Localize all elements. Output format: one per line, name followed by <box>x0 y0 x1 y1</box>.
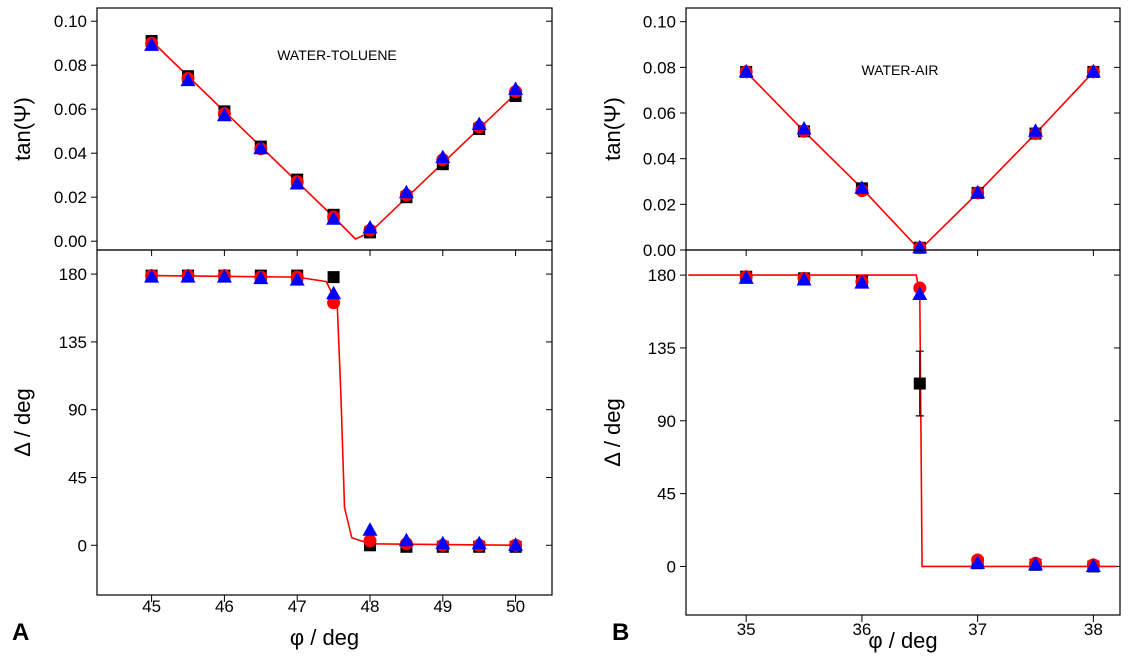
y-tick-label: 135 <box>59 333 87 352</box>
y-tick-label: 180 <box>59 265 87 284</box>
fit-line <box>151 40 517 240</box>
triangle-marker <box>1085 63 1101 78</box>
triangle-marker <box>144 269 160 283</box>
y-tick-label: 0 <box>78 536 87 555</box>
x-tick-label: 38 <box>1084 620 1103 639</box>
fit-line <box>688 274 1117 568</box>
y-tick-label: 0.10 <box>54 12 87 31</box>
triangle-marker <box>398 532 414 547</box>
y-tick-label: 0.02 <box>643 195 676 214</box>
triangle-marker <box>326 211 342 225</box>
y-tick-label: 45 <box>657 485 676 504</box>
y-tick-label: 0.00 <box>643 241 676 260</box>
triangle-marker <box>435 535 451 550</box>
plot-frame <box>685 249 1121 616</box>
x-axis-label: φ / deg <box>868 628 937 653</box>
triangle-marker <box>796 121 812 135</box>
triangle-marker <box>1028 556 1044 571</box>
x-axis-label: φ / deg <box>290 625 359 650</box>
triangle-marker <box>144 37 160 51</box>
annotation: WATER-AIR <box>862 62 939 78</box>
y-axis-label: Δ / deg <box>600 398 625 467</box>
x-tick-label: 48 <box>361 597 380 616</box>
y-tick-label: 90 <box>657 412 676 431</box>
circle-marker <box>363 534 377 548</box>
triangle-marker <box>216 269 232 283</box>
triangle-marker <box>362 522 378 536</box>
x-tick-label: 35 <box>737 620 756 639</box>
y-tick-label: 0.10 <box>643 13 676 32</box>
annotation: WATER-TOLUENE <box>277 47 397 63</box>
x-tick-label: 50 <box>506 597 525 616</box>
triangle-marker <box>1028 123 1044 137</box>
triangle-marker <box>854 180 870 194</box>
y-axis-label: tan(Ψ) <box>600 97 625 161</box>
x-tick-label: 45 <box>142 597 161 616</box>
triangle-marker <box>970 184 986 199</box>
x-tick-label: 49 <box>433 597 452 616</box>
y-axis-label: tan(Ψ) <box>10 97 35 161</box>
triangle-marker <box>398 184 414 199</box>
y-tick-label: 45 <box>68 468 87 487</box>
triangle-marker <box>738 63 754 78</box>
triangle-marker <box>796 271 812 286</box>
y-tick-label: 180 <box>648 266 676 285</box>
panel-label: A <box>12 619 29 646</box>
triangle-marker <box>253 270 269 285</box>
square-marker <box>327 271 340 284</box>
y-tick-label: 135 <box>648 339 676 358</box>
fit-line <box>745 71 1094 252</box>
x-tick-label: 37 <box>968 620 987 639</box>
triangle-marker <box>362 220 378 234</box>
y-tick-label: 90 <box>68 401 87 420</box>
plot-frame <box>96 249 553 596</box>
x-tick-label: 36 <box>852 620 871 639</box>
triangle-marker <box>289 176 305 190</box>
triangle-marker <box>738 270 754 284</box>
triangle-marker <box>970 555 986 569</box>
triangle-marker <box>180 72 196 87</box>
triangle-marker <box>912 286 928 301</box>
square-marker <box>913 377 926 390</box>
triangle-marker <box>854 275 870 289</box>
triangle-marker <box>471 535 487 550</box>
triangle-marker <box>289 272 305 286</box>
triangle-marker <box>326 285 342 300</box>
plot-frame <box>685 7 1121 251</box>
triangle-marker <box>435 149 451 164</box>
y-tick-label: 0.08 <box>54 56 87 75</box>
x-tick-label: 46 <box>215 597 234 616</box>
circle-marker <box>327 296 341 310</box>
y-tick-label: 0 <box>667 557 676 576</box>
x-tick-label: 47 <box>288 597 307 616</box>
y-axis-label: Δ / deg <box>10 388 35 457</box>
y-tick-label: 0.06 <box>54 100 87 119</box>
y-tick-label: 0.08 <box>643 58 676 77</box>
triangle-marker <box>216 107 232 122</box>
y-tick-label: 0.04 <box>643 150 676 169</box>
y-tick-label: 0.06 <box>643 104 676 123</box>
triangle-marker <box>180 269 196 283</box>
triangle-marker <box>1085 558 1101 572</box>
triangle-marker <box>508 81 524 95</box>
y-tick-label: 0.00 <box>54 232 87 251</box>
y-tick-label: 0.04 <box>54 144 87 163</box>
triangle-marker <box>253 140 269 155</box>
y-tick-label: 0.02 <box>54 188 87 207</box>
triangle-marker <box>508 537 524 551</box>
triangle-marker <box>471 116 487 131</box>
fit-line <box>151 274 516 547</box>
panel-label: B <box>612 619 629 646</box>
